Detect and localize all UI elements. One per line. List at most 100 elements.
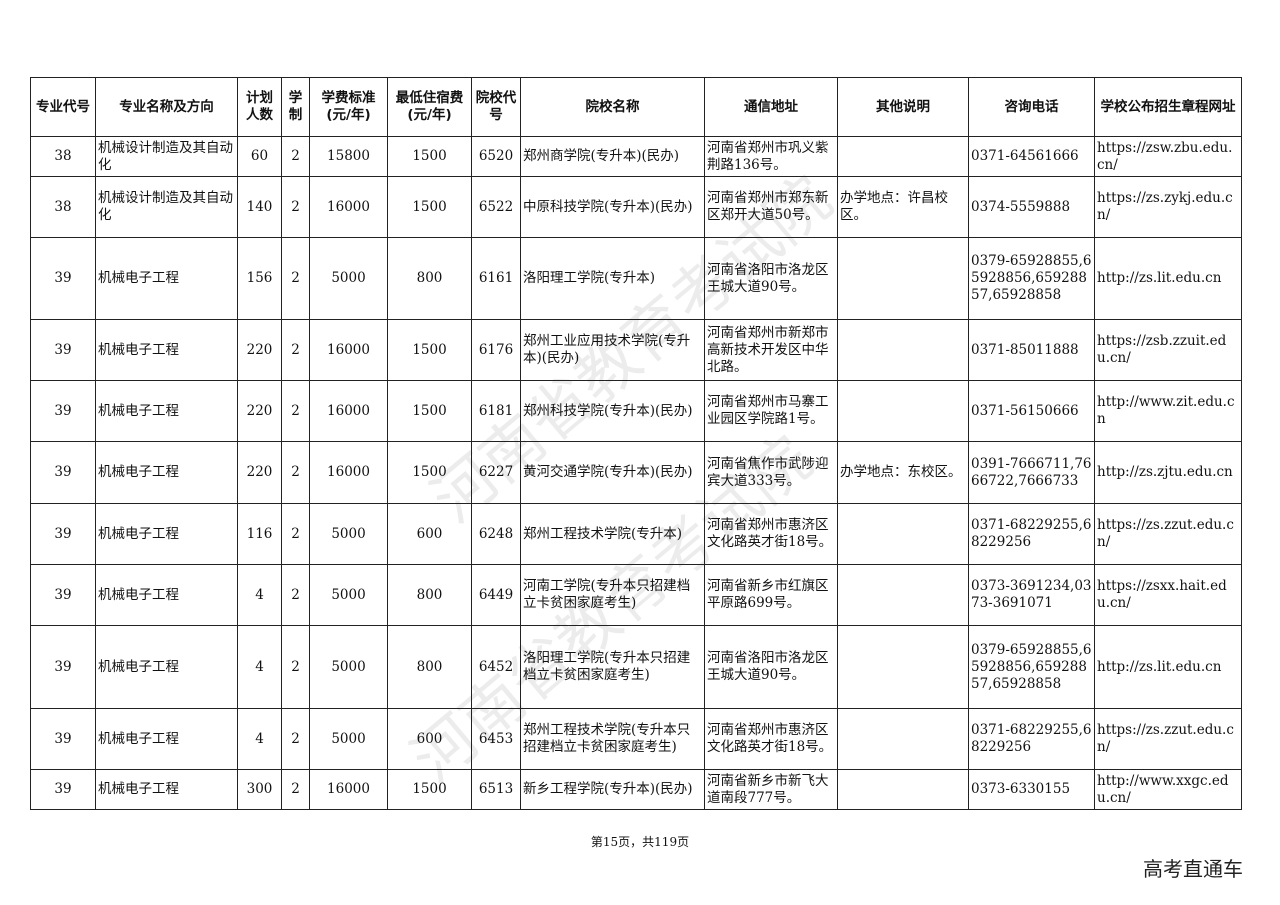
- cell-notes: 办学地点：东校区。: [837, 441, 969, 504]
- cell-website: https://zs.zykj.edu.cn/: [1094, 176, 1242, 238]
- cell-address: 河南省新乡市新飞大道南段777号。: [704, 769, 838, 810]
- cell-school-code: 6449: [471, 564, 521, 626]
- cell-school-name: 郑州工程技术学院(专升本只招建档立卡贫困家庭考生): [520, 708, 705, 770]
- cell-dorm-fee: 1500: [387, 136, 472, 177]
- cell-school-name: 洛阳理工学院(专升本): [520, 237, 705, 320]
- cell-major-code: 39: [30, 380, 96, 442]
- cell-school-name: 郑州工程技术学院(专升本): [520, 503, 705, 565]
- cell-major-name: 机械电子工程: [95, 564, 238, 626]
- cell-major-code: 39: [30, 625, 96, 709]
- cell-notes: [837, 136, 969, 177]
- cell-school-name: 河南工学院(专升本只招建档立卡贫困家庭考生): [520, 564, 705, 626]
- cell-school-name: 郑州工业应用技术学院(专升本)(民办): [520, 319, 705, 381]
- header-row: 专业代号 专业名称及方向 计划人数 学制 学费标准(元/年) 最低住宿费(元/年) 院校代号…: [30, 77, 1242, 137]
- cell-major-code: 39: [30, 319, 96, 381]
- cell-duration: 2: [281, 625, 310, 709]
- cell-website: http://www.xxgc.edu.cn/: [1094, 769, 1242, 810]
- cell-phone: 0373-6330155: [968, 769, 1095, 810]
- cell-major-code: 39: [30, 441, 96, 504]
- cell-phone: 0379-65928855,65928856,65928857,65928858: [968, 237, 1095, 320]
- cell-address: 河南省焦作市武陟迎宾大道333号。: [704, 441, 838, 504]
- table-row: 39 机械电子工程 220 2 16000 1500 6227 黄河交通学院(专升本)(民办)…: [30, 441, 1242, 504]
- cell-duration: 2: [281, 769, 310, 810]
- cell-dorm-fee: 1500: [387, 319, 472, 381]
- cell-phone: 0379-65928855,65928856,65928857,65928858: [968, 625, 1095, 709]
- cell-website: https://zs.zzut.edu.cn/: [1094, 708, 1242, 770]
- cell-major-name: 机械电子工程: [95, 380, 238, 442]
- cell-plan-count: 4: [237, 625, 282, 709]
- cell-phone: 0371-64561666: [968, 136, 1095, 177]
- cell-plan-count: 60: [237, 136, 282, 177]
- cell-major-name: 机械电子工程: [95, 319, 238, 381]
- cell-website: https://zs.zzut.edu.cn/: [1094, 503, 1242, 565]
- header-notes: 其他说明: [837, 77, 969, 137]
- cell-plan-count: 4: [237, 708, 282, 770]
- cell-tuition: 16000: [309, 769, 388, 810]
- cell-school-code: 6181: [471, 380, 521, 442]
- cell-major-name: 机械设计制造及其自动化: [95, 136, 238, 177]
- cell-tuition: 16000: [309, 176, 388, 238]
- cell-plan-count: 220: [237, 319, 282, 381]
- brand-watermark: 高考直通车: [1143, 857, 1243, 881]
- table-row: 39 机械电子工程 300 2 16000 1500 6513 新乡工程学院(专升本)(民办)…: [30, 769, 1242, 810]
- cell-website: https://zsxx.hait.edu.cn/: [1094, 564, 1242, 626]
- cell-tuition: 5000: [309, 708, 388, 770]
- cell-website: https://zsw.zbu.edu.cn/: [1094, 136, 1242, 177]
- cell-school-code: 6227: [471, 441, 521, 504]
- header-address: 通信地址: [704, 77, 838, 137]
- cell-major-name: 机械电子工程: [95, 769, 238, 810]
- header-duration: 学制: [281, 77, 310, 137]
- cell-phone: 0371-56150666: [968, 380, 1095, 442]
- header-school-name: 院校名称: [520, 77, 705, 137]
- cell-address: 河南省郑州市惠济区文化路英才街18号。: [704, 708, 838, 770]
- cell-duration: 2: [281, 237, 310, 320]
- header-major-name: 专业名称及方向: [95, 77, 238, 137]
- header-phone: 咨询电话: [968, 77, 1095, 137]
- cell-school-name: 郑州商学院(专升本)(民办): [520, 136, 705, 177]
- cell-school-name: 中原科技学院(专升本)(民办): [520, 176, 705, 238]
- cell-tuition: 16000: [309, 319, 388, 381]
- cell-website: http://zs.lit.edu.cn: [1094, 625, 1242, 709]
- cell-address: 河南省洛阳市洛龙区王城大道90号。: [704, 237, 838, 320]
- admission-table: 专业代号 专业名称及方向 计划人数 学制 学费标准(元/年) 最低住宿费(元/年) 院校代号…: [30, 77, 1242, 810]
- cell-school-code: 6161: [471, 237, 521, 320]
- header-tuition: 学费标准(元/年): [309, 77, 388, 137]
- cell-notes: [837, 380, 969, 442]
- cell-notes: [837, 503, 969, 565]
- cell-major-name: 机械电子工程: [95, 625, 238, 709]
- cell-website: https://zsb.zzuit.edu.cn/: [1094, 319, 1242, 381]
- cell-tuition: 5000: [309, 503, 388, 565]
- cell-major-code: 38: [30, 176, 96, 238]
- cell-phone: 0371-68229255,68229256: [968, 708, 1095, 770]
- cell-duration: 2: [281, 319, 310, 381]
- cell-duration: 2: [281, 564, 310, 626]
- cell-major-name: 机械电子工程: [95, 503, 238, 565]
- cell-school-name: 黄河交通学院(专升本)(民办): [520, 441, 705, 504]
- cell-notes: [837, 564, 969, 626]
- cell-website: http://zs.zjtu.edu.cn: [1094, 441, 1242, 504]
- cell-tuition: 15800: [309, 136, 388, 177]
- cell-dorm-fee: 800: [387, 237, 472, 320]
- cell-phone: 0391-7666711,7666722,7666733: [968, 441, 1095, 504]
- cell-website: http://www.zit.edu.cn: [1094, 380, 1242, 442]
- cell-duration: 2: [281, 176, 310, 238]
- table-row: 39 机械电子工程 4 2 5000 600 6453 郑州工程技术学院(专升本只招建档立卡贫…: [30, 708, 1242, 770]
- cell-major-code: 38: [30, 136, 96, 177]
- cell-school-name: 郑州科技学院(专升本)(民办): [520, 380, 705, 442]
- cell-tuition: 5000: [309, 564, 388, 626]
- cell-duration: 2: [281, 708, 310, 770]
- cell-dorm-fee: 800: [387, 625, 472, 709]
- header-website: 学校公布招生章程网址: [1094, 77, 1242, 137]
- cell-duration: 2: [281, 503, 310, 565]
- cell-school-name: 洛阳理工学院(专升本只招建档立卡贫困家庭考生): [520, 625, 705, 709]
- cell-address: 河南省郑州市新郑市高新技术开发区中华北路。: [704, 319, 838, 381]
- cell-major-code: 39: [30, 237, 96, 320]
- cell-address: 河南省郑州市巩义紫荆路136号。: [704, 136, 838, 177]
- cell-major-name: 机械设计制造及其自动化: [95, 176, 238, 238]
- cell-plan-count: 220: [237, 380, 282, 442]
- cell-major-name: 机械电子工程: [95, 441, 238, 504]
- cell-plan-count: 116: [237, 503, 282, 565]
- cell-address: 河南省郑州市惠济区文化路英才街18号。: [704, 503, 838, 565]
- cell-tuition: 5000: [309, 237, 388, 320]
- cell-website: http://zs.lit.edu.cn: [1094, 237, 1242, 320]
